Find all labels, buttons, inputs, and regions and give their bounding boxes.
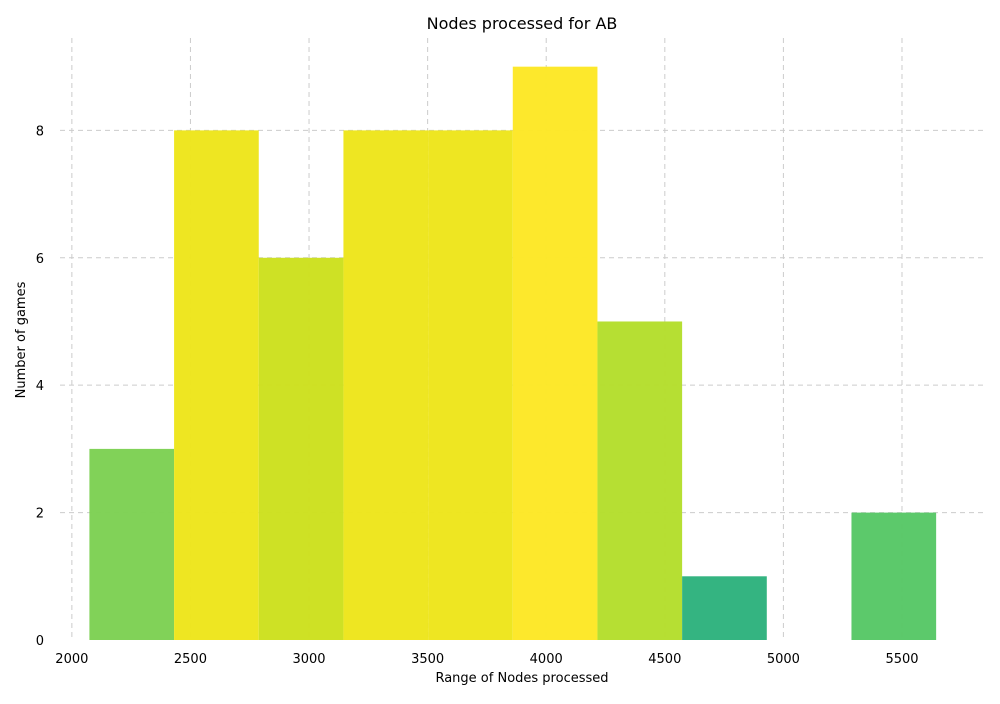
chart-title: Nodes processed for AB (427, 14, 618, 33)
x-tick-label: 2000 (55, 652, 88, 667)
histogram-bar (428, 130, 513, 641)
y-axis-label: Number of games (14, 281, 29, 398)
histogram-bar (851, 512, 937, 640)
histogram-bar (89, 448, 175, 640)
x-tick-label: 5000 (767, 652, 800, 667)
x-tick-label: 3500 (411, 652, 444, 667)
x-tick-label: 2500 (174, 652, 207, 667)
bars (89, 66, 937, 641)
histogram-bar (258, 257, 344, 640)
x-axis-label: Range of Nodes processed (435, 671, 608, 686)
histogram-bar (682, 576, 767, 640)
y-tick-label: 6 (36, 252, 44, 267)
histogram-bar (343, 130, 429, 641)
x-axis-ticks: 2000 2500 3000 3500 4000 4500 5000 5500 (55, 652, 918, 667)
histogram-bar (512, 66, 598, 640)
x-tick-label: 3000 (292, 652, 325, 667)
x-tick-label: 5500 (885, 652, 918, 667)
y-axis-ticks: 0 2 4 6 8 (36, 124, 44, 649)
y-tick-label: 2 (36, 507, 44, 522)
histogram-bar (174, 130, 259, 641)
y-tick-label: 0 (36, 634, 44, 649)
histogram-bar (597, 321, 683, 640)
y-tick-label: 8 (36, 124, 44, 139)
x-tick-label: 4000 (530, 652, 563, 667)
y-tick-label: 4 (36, 379, 44, 394)
x-tick-label: 4500 (648, 652, 681, 667)
